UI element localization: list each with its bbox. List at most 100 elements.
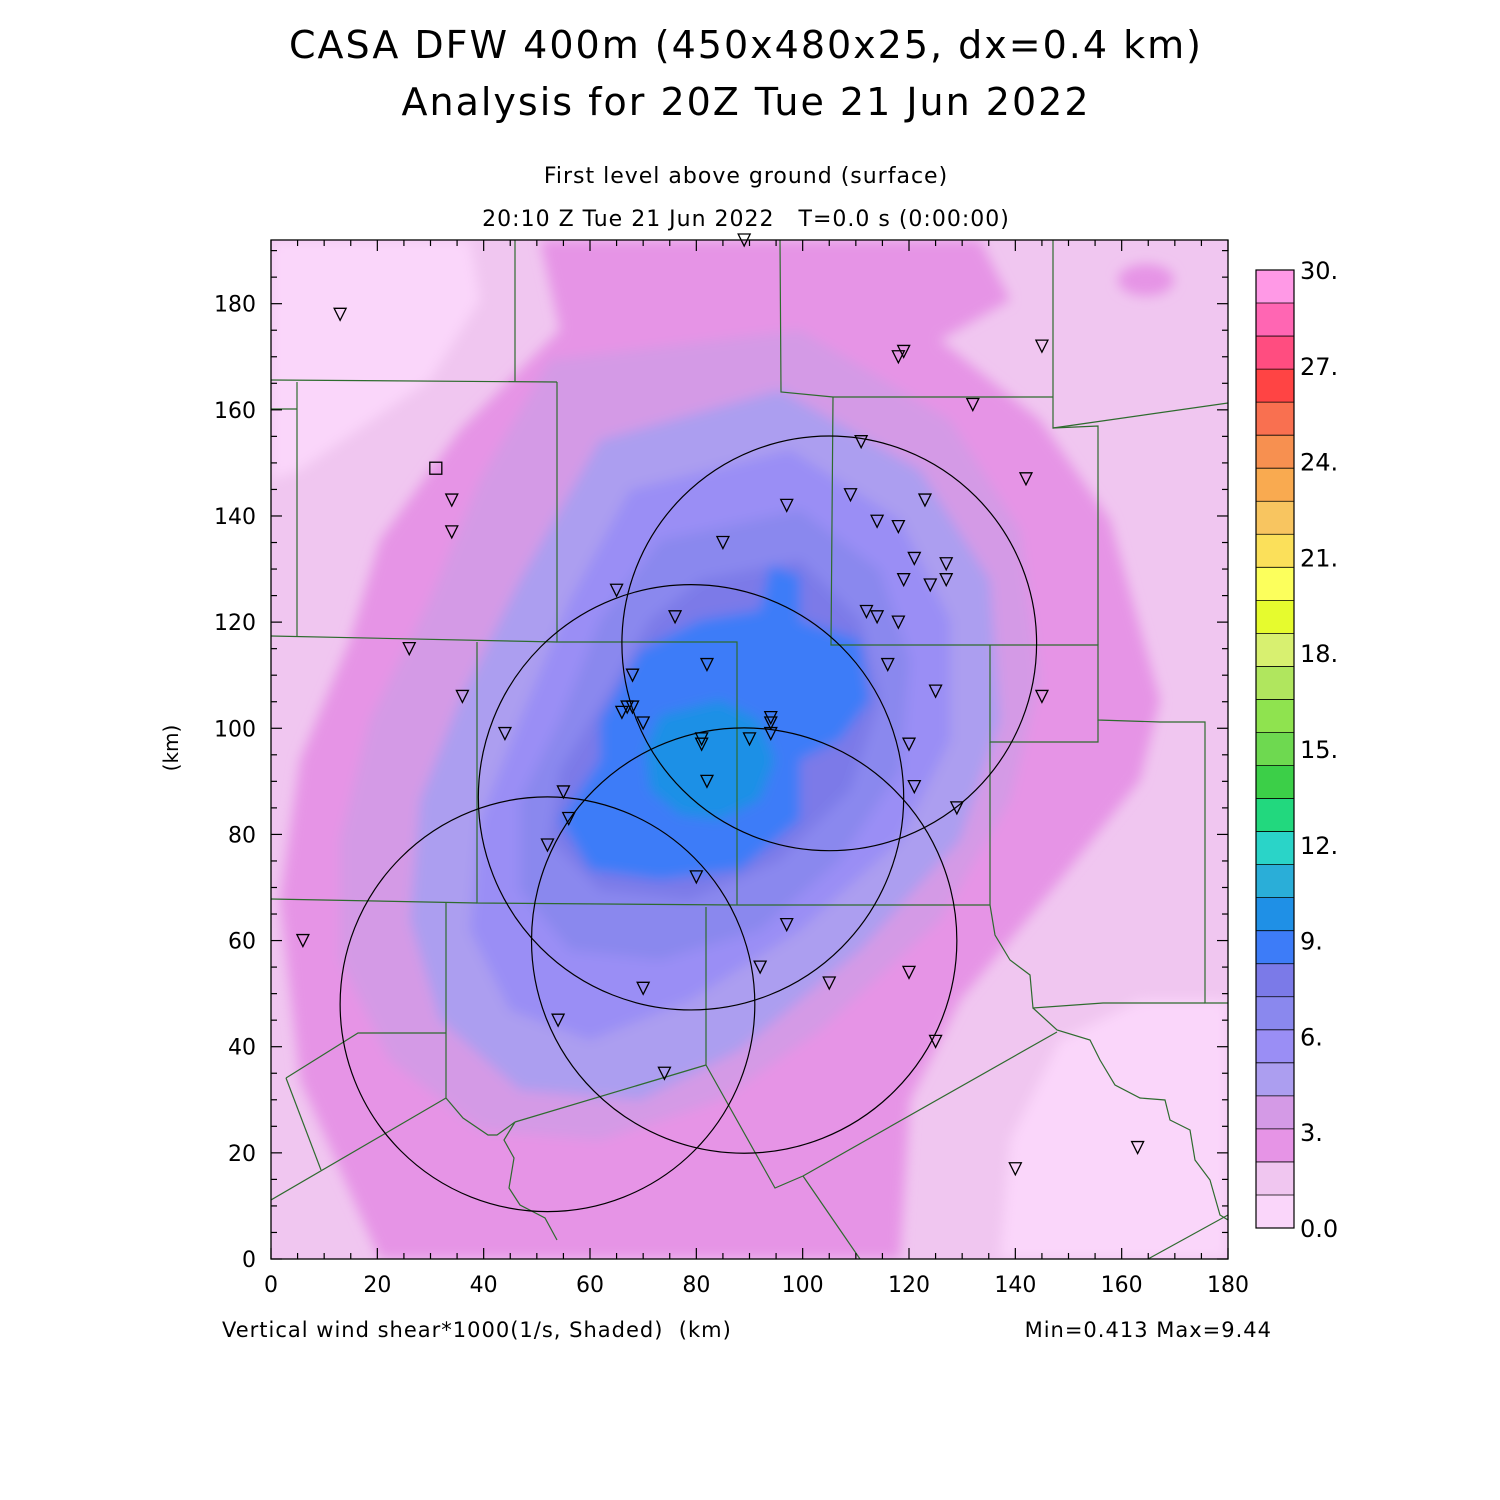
station-marker xyxy=(444,493,459,508)
y-tick-label: 0 xyxy=(242,1248,256,1273)
county-boundaries xyxy=(271,240,1228,1259)
station-marker xyxy=(891,350,906,365)
x-tick-label: 140 xyxy=(994,1273,1036,1298)
y-tick-label: 120 xyxy=(214,611,256,636)
station-marker xyxy=(901,965,917,980)
colorbar-swatch xyxy=(1256,897,1294,932)
station-marker xyxy=(779,498,794,513)
colorbar-swatch xyxy=(1256,798,1294,833)
station-marker xyxy=(907,551,922,566)
x-tick-label: 20 xyxy=(363,1273,391,1298)
colorbar-swatch xyxy=(1256,369,1294,403)
colorbar-swatch xyxy=(1256,930,1294,965)
field-label: Vertical wind shear*1000(1/s, Shaded) (k… xyxy=(222,1318,732,1342)
station-marker xyxy=(657,1066,672,1081)
colorbar-label: 18. xyxy=(1300,640,1338,668)
station-marker xyxy=(891,519,906,535)
station-marker xyxy=(763,711,778,726)
colorbar-swatch xyxy=(1256,765,1294,800)
colorbar-swatch xyxy=(1256,468,1294,502)
station-marker xyxy=(609,583,624,598)
colorbar-swatch xyxy=(1256,633,1294,667)
x-tick-label: 100 xyxy=(782,1273,824,1298)
station-marker xyxy=(763,726,778,742)
y-tick-label: 100 xyxy=(214,717,256,742)
station-marker xyxy=(699,774,715,789)
station-marker xyxy=(636,981,651,996)
colorbar-swatch xyxy=(1256,996,1294,1031)
station-marker xyxy=(742,732,757,747)
station-marker xyxy=(497,726,512,742)
station-marker xyxy=(870,610,885,625)
radar-ring-4 xyxy=(530,727,958,1154)
x-tick-label: 0 xyxy=(264,1273,278,1298)
radar-ring-3 xyxy=(339,796,756,1213)
colorbar-swatch xyxy=(1256,501,1294,535)
colorbar-swatch xyxy=(1256,435,1294,469)
x-tick-label: 160 xyxy=(1101,1273,1143,1298)
station-marker xyxy=(870,514,885,529)
y-axis-label: (km) xyxy=(159,725,183,772)
station-markers xyxy=(295,233,1145,1177)
colorbar-label: 15. xyxy=(1300,736,1338,764)
colorbar: 30. 27. 24. 21. 18. 15. 12. 9. 6. 3. 0.0 xyxy=(1255,257,1338,1243)
station-marker xyxy=(1008,1162,1023,1177)
colorbar-label: 27. xyxy=(1300,353,1338,381)
station-marker xyxy=(561,811,576,826)
y-tick-label: 180 xyxy=(214,293,256,318)
colorbar-swatch xyxy=(1256,534,1294,568)
station-marker xyxy=(625,700,640,715)
station-marker xyxy=(896,573,911,588)
colorbar-swatch xyxy=(1256,1194,1294,1229)
colorbar-swatch xyxy=(1256,1128,1294,1163)
station-marker xyxy=(556,785,571,800)
colorbar-swatch xyxy=(1256,303,1294,337)
colorbar-swatch xyxy=(1256,1161,1294,1196)
title-line-1: CASA DFW 400m (450x480x25, dx=0.4 km) xyxy=(289,23,1203,67)
station-marker xyxy=(928,684,943,699)
colorbar-swatch xyxy=(1256,699,1294,733)
colorbar-swatch xyxy=(1256,1029,1294,1064)
y-tick-label: 80 xyxy=(228,823,256,848)
colorbar-swatch xyxy=(1256,831,1294,866)
station-marker xyxy=(402,642,417,657)
y-tick-label: 140 xyxy=(214,505,256,530)
colorbar-label: 21. xyxy=(1300,544,1338,572)
colorbar-swatch xyxy=(1256,864,1294,899)
y-tick-label: 40 xyxy=(228,1036,256,1061)
station-marker xyxy=(753,960,768,975)
colorbar-swatch xyxy=(1256,666,1294,700)
x-tick-label: 60 xyxy=(576,1273,604,1298)
station-square-marker xyxy=(429,461,443,475)
station-marker xyxy=(1130,1140,1145,1156)
colorbar-swatch xyxy=(1256,336,1294,370)
station-marker xyxy=(1034,339,1049,354)
colorbar-label: 24. xyxy=(1300,449,1338,477)
station-marker xyxy=(907,780,922,795)
min-max-label: Min=0.413 Max=9.44 xyxy=(1025,1318,1272,1342)
station-marker xyxy=(965,397,980,412)
subtitle-level: First level above ground (surface) xyxy=(544,164,948,189)
station-marker xyxy=(1034,689,1049,704)
station-marker xyxy=(699,657,715,673)
station-marker xyxy=(295,933,310,949)
station-marker xyxy=(455,689,470,704)
colorbar-label: 9. xyxy=(1300,928,1323,956)
station-marker xyxy=(694,737,709,752)
station-marker xyxy=(822,976,837,991)
y-tick-label: 160 xyxy=(214,399,256,424)
axes: 0 20 40 60 80 100 120 140 160 180 0 20 40 60 80 100 120 1… xyxy=(214,240,1249,1298)
station-marker xyxy=(928,1034,943,1049)
shear-field xyxy=(271,240,1228,1259)
colorbar-label: 3. xyxy=(1300,1119,1323,1147)
station-marker xyxy=(923,578,938,593)
station-marker xyxy=(917,493,933,508)
station-marker xyxy=(779,917,794,933)
x-tick-label: 80 xyxy=(682,1273,710,1298)
station-marker xyxy=(854,435,869,450)
station-marker xyxy=(540,838,555,853)
colorbar-swatch xyxy=(1256,963,1294,998)
station-marker xyxy=(939,573,954,588)
colorbar-label: 0.0 xyxy=(1300,1215,1338,1243)
